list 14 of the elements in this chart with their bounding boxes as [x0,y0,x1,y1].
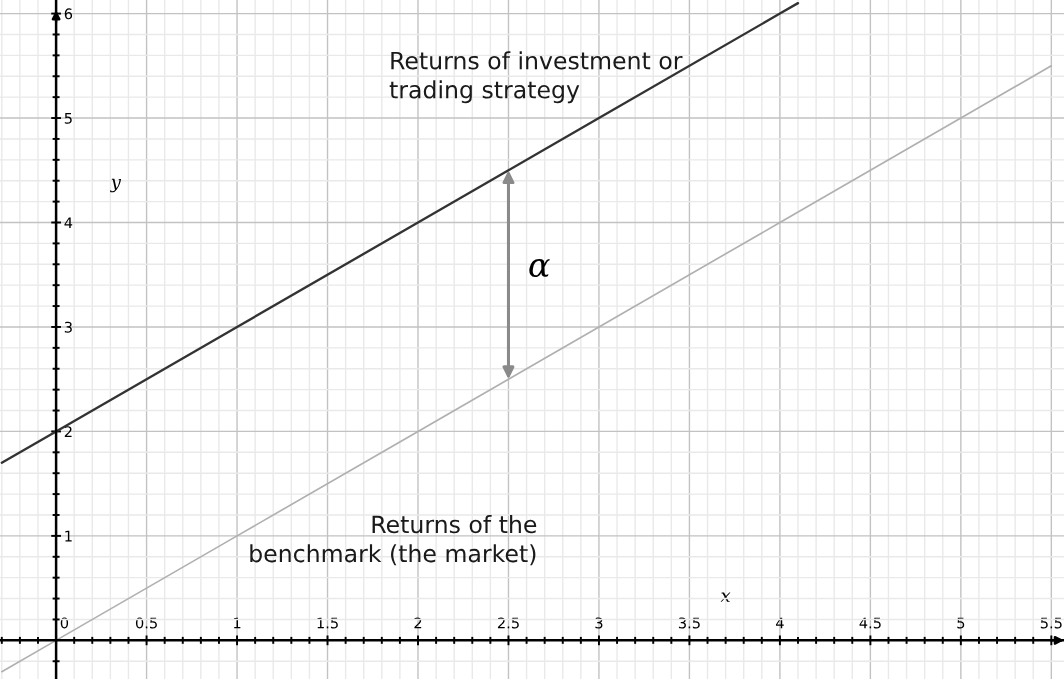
y-axis-title: y [110,178,122,193]
y-tick-label: 5 [64,112,72,124]
line-series [0,1,800,464]
x-tick-label: 5 [957,617,965,629]
y-tick-label: 2 [64,426,72,437]
y-tick-label: 1 [65,530,72,542]
y-tick-label: 3 [64,321,72,333]
series-label: Returns of investment or trading strategy [389,51,683,104]
x-tick-label: 2.5 [497,617,519,629]
series-label: Returns of the benchmark (the market) [250,515,537,566]
x-tick-label: 3 [595,617,603,629]
y-tick-label: 6 [64,8,73,20]
y-tick-label: 4 [64,217,73,229]
annotation: α [529,258,550,278]
